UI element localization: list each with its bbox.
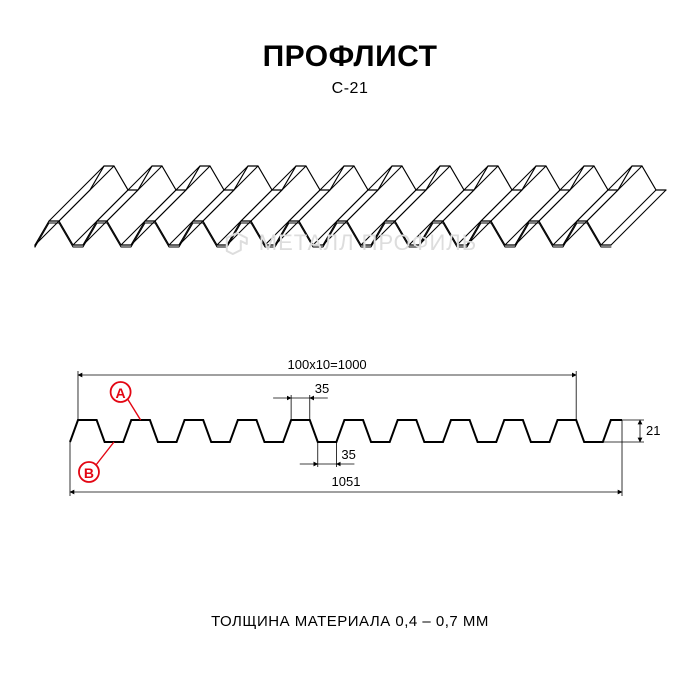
page: ПРОФЛИСТ С-21 МЕТАЛЛ ПРОФИЛЬ 100 <box>0 0 700 700</box>
isometric-view <box>30 130 670 280</box>
profile-code: С-21 <box>0 80 700 98</box>
svg-text:35: 35 <box>315 381 329 396</box>
page-title: ПРОФЛИСТ <box>0 40 700 74</box>
svg-text:A: A <box>116 385 126 401</box>
footer-note: ТОЛЩИНА МАТЕРИАЛА 0,4 – 0,7 ММ <box>0 613 700 630</box>
svg-text:35: 35 <box>341 447 355 462</box>
svg-text:21: 21 <box>646 423 660 438</box>
svg-text:1051: 1051 <box>332 474 361 489</box>
svg-text:B: B <box>84 465 94 481</box>
cross-section: 100x10=1000 35 35 1051 21 A B <box>30 340 670 520</box>
svg-text:100x10=1000: 100x10=1000 <box>288 357 367 372</box>
